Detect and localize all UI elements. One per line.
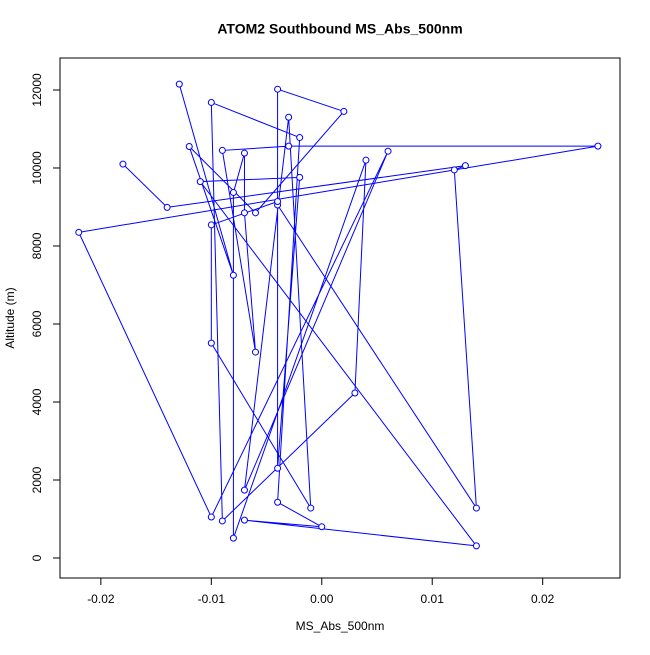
data-point [296, 173, 304, 181]
data-point [229, 271, 237, 279]
y-tick-label: 0 [30, 554, 44, 561]
data-point [461, 162, 469, 170]
data-point [207, 98, 215, 106]
data-point [240, 486, 248, 494]
y-tick-label: 8000 [30, 232, 44, 259]
data-point [351, 389, 359, 397]
data-point [240, 149, 248, 157]
data-point [240, 209, 248, 217]
data-point [274, 498, 282, 506]
data-line [78, 83, 598, 547]
y-tick-label: 4000 [30, 388, 44, 415]
data-point [240, 516, 248, 524]
data-point [318, 523, 326, 531]
data-point [296, 134, 304, 142]
data-point [119, 160, 127, 168]
data-point [252, 209, 260, 217]
data-point [285, 113, 293, 121]
data-point [340, 107, 348, 115]
data-point [185, 143, 193, 151]
data-point [594, 142, 602, 150]
data-point [218, 146, 226, 154]
data-point [274, 464, 282, 472]
x-tick-label: 0.01 [421, 592, 445, 606]
y-tick-label: 2000 [30, 466, 44, 493]
data-point [274, 198, 282, 206]
y-tick-label: 10000 [30, 151, 44, 185]
x-tick-label: 0.02 [531, 592, 555, 606]
data-point [207, 221, 215, 229]
x-tick-label: 0.00 [310, 592, 334, 606]
data-point [384, 147, 392, 155]
x-axis-title: MS_Abs_500nm [296, 619, 385, 633]
x-tick-label: -0.01 [198, 592, 226, 606]
data-point [472, 542, 480, 550]
y-tick-label: 12000 [30, 73, 44, 107]
data-point [307, 504, 315, 512]
x-tick-label: -0.02 [87, 592, 115, 606]
data-point [252, 348, 260, 356]
y-axis-title: Altitude (m) [3, 287, 17, 348]
data-point [75, 228, 83, 236]
data-point [229, 534, 237, 542]
data-point [229, 189, 237, 197]
data-point [472, 504, 480, 512]
data-point [175, 80, 183, 88]
data-point [207, 513, 215, 521]
data-point [207, 339, 215, 347]
data-point [196, 178, 204, 186]
data-point [362, 156, 370, 164]
data-point [285, 142, 293, 150]
y-tick-label: 6000 [30, 310, 44, 337]
data-point [163, 203, 171, 211]
plot-frame [59, 57, 621, 579]
data-point [274, 85, 282, 93]
data-point [218, 517, 226, 525]
data-point [450, 166, 458, 174]
chart-title: ATOM2 Southbound MS_Abs_500nm [217, 21, 462, 37]
